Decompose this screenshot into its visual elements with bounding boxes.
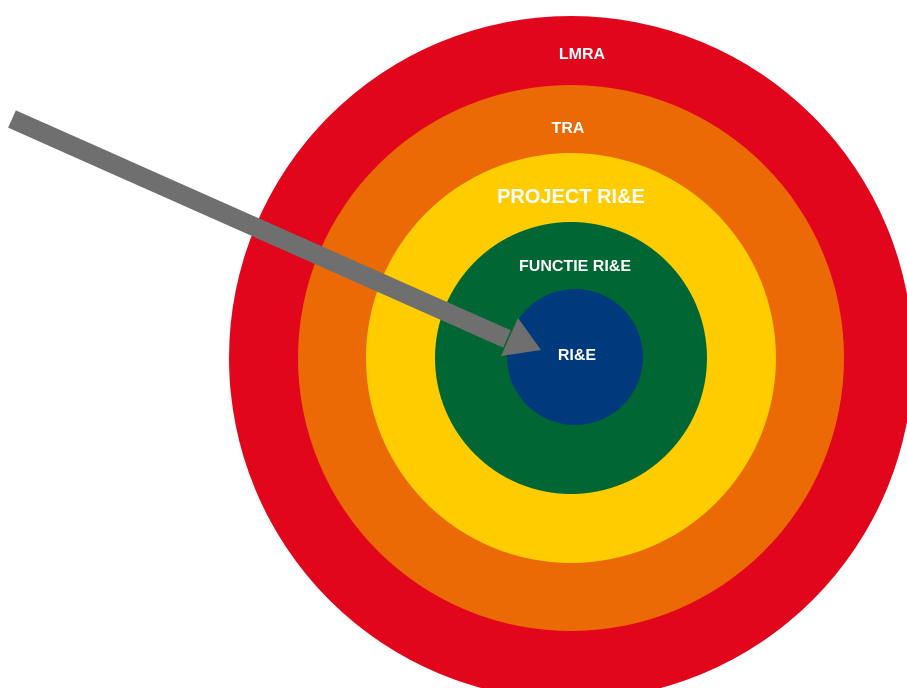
label-functie-rie: FUNCTIE RI&E — [519, 258, 631, 275]
label-rie: RI&E — [558, 347, 597, 364]
label-tra: TRA — [552, 120, 585, 137]
label-project-rie: PROJECT RI&E — [497, 186, 645, 208]
ring-rie-core — [507, 289, 643, 425]
arrow-shaft — [8, 110, 511, 348]
arrow-icon — [8, 110, 541, 356]
label-lmra: LMRA — [559, 46, 606, 63]
arrow-head — [501, 318, 541, 356]
